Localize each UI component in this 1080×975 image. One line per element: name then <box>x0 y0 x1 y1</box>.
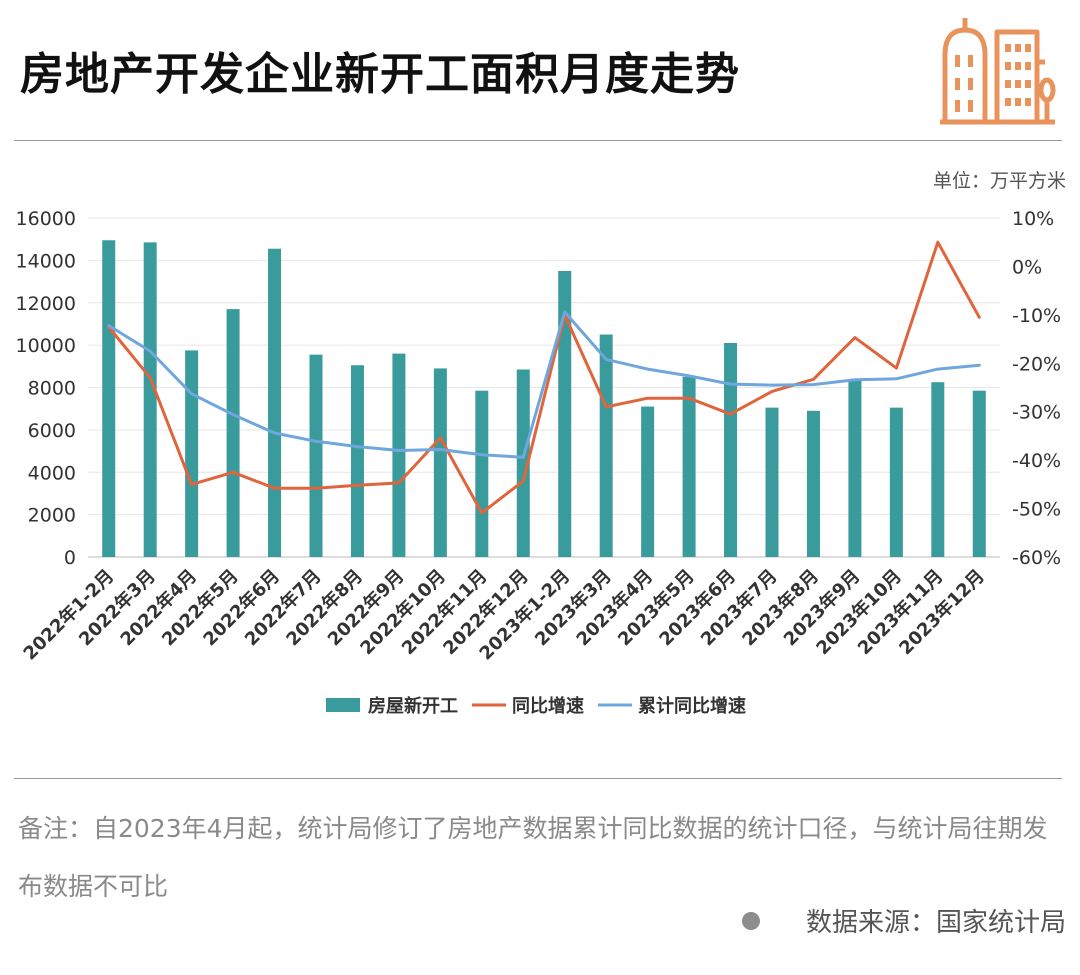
y-right-tick-label: -60% <box>1012 547 1061 569</box>
bar <box>599 334 613 557</box>
page-title: 房地产开发企业新开工面积月度走势 <box>20 49 740 100</box>
legend-label: 累计同比增速 <box>638 695 746 717</box>
y-left-tick-label: 12000 <box>16 293 76 315</box>
unit-label: 单位：万平方米 <box>932 170 1066 192</box>
series-line-cumulative <box>107 310 981 459</box>
y-right-tick-label: 0% <box>1012 256 1042 278</box>
bar <box>931 382 945 557</box>
series-line-yoy <box>107 240 981 515</box>
bar <box>102 240 116 557</box>
legend-label: 房屋新开工 <box>368 695 458 717</box>
bar <box>641 406 655 557</box>
bar <box>558 270 572 557</box>
footnote: 备注：自2023年4月起，统计局修订了房地产数据累计同比数据的统计口径，与统计局… <box>18 814 1048 901</box>
bar <box>806 410 820 557</box>
bar <box>268 248 282 558</box>
bar <box>724 343 738 557</box>
bar <box>682 376 696 557</box>
bar <box>972 390 986 557</box>
data-source: 数据来源：国家统计局 <box>741 902 1066 939</box>
y-right-tick-label: -10% <box>1012 305 1061 327</box>
bar <box>889 407 903 557</box>
legend-label: 同比增速 <box>512 695 584 717</box>
bar <box>392 353 406 557</box>
bar <box>226 309 240 557</box>
y-left-tick-label: 6000 <box>28 420 76 442</box>
bar <box>516 369 530 557</box>
y-right-tick-label: -30% <box>1012 402 1061 424</box>
y-right-tick-label: 10% <box>1012 208 1054 230</box>
bar <box>475 390 489 557</box>
bar <box>143 242 157 557</box>
y-left-tick-label: 4000 <box>28 462 76 484</box>
y-left-tick-label: 0 <box>64 547 76 569</box>
building-icon <box>940 18 1056 125</box>
y-left-tick-label: 14000 <box>16 250 76 272</box>
title-divider <box>14 140 1062 141</box>
y-left-tick-label: 16000 <box>16 208 76 230</box>
dot-icon <box>741 911 760 930</box>
footer-divider <box>14 778 1062 779</box>
y-right-tick-label: -40% <box>1012 450 1061 472</box>
bar <box>433 368 447 557</box>
y-left-tick-label: 2000 <box>28 505 76 527</box>
y-left-tick-label: 10000 <box>16 335 76 357</box>
y-right-tick-label: -50% <box>1012 499 1061 521</box>
legend-swatch-bar <box>326 698 360 712</box>
data-source-text: 数据来源：国家统计局 <box>805 908 1066 938</box>
bar <box>309 354 323 557</box>
bar <box>350 365 364 557</box>
bar <box>765 407 779 557</box>
bar <box>848 379 862 557</box>
y-left-tick-label: 8000 <box>28 378 76 400</box>
chart-area: 0 2000 4000 6000 8000 10000 12000 14000 16000 -60… <box>16 208 1062 717</box>
y-right-tick-label: -20% <box>1012 353 1061 375</box>
bar <box>185 350 199 557</box>
